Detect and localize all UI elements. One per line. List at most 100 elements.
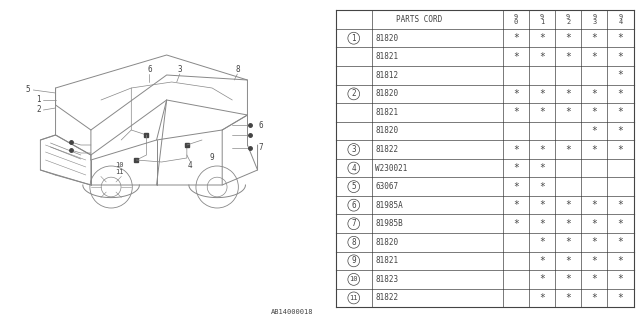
Text: *: * (618, 33, 623, 43)
Text: *: * (618, 200, 623, 210)
Text: *: * (513, 52, 518, 62)
Text: 4: 4 (351, 164, 356, 172)
Text: *: * (565, 274, 571, 284)
Text: 10: 10 (349, 276, 358, 282)
Text: 5: 5 (351, 182, 356, 191)
Text: *: * (618, 126, 623, 136)
Text: *: * (539, 52, 545, 62)
Text: 4: 4 (188, 161, 192, 170)
Text: *: * (618, 256, 623, 266)
Text: 81821: 81821 (376, 108, 399, 117)
Text: *: * (539, 108, 545, 117)
Text: *: * (565, 145, 571, 155)
Text: 6: 6 (259, 121, 263, 130)
Text: *: * (513, 200, 518, 210)
Text: *: * (565, 33, 571, 43)
Text: *: * (565, 52, 571, 62)
Text: 1: 1 (36, 95, 41, 105)
Text: 9
3: 9 3 (592, 14, 596, 25)
Text: 9: 9 (351, 256, 356, 265)
Text: *: * (618, 145, 623, 155)
Text: *: * (618, 70, 623, 80)
Text: 81821: 81821 (376, 256, 399, 265)
Text: *: * (539, 293, 545, 303)
Text: *: * (539, 182, 545, 192)
Text: *: * (513, 89, 518, 99)
Text: 6: 6 (147, 66, 152, 75)
Text: 3: 3 (351, 145, 356, 154)
Text: 11: 11 (349, 295, 358, 301)
Text: 10: 10 (115, 162, 124, 168)
Text: *: * (513, 182, 518, 192)
Text: *: * (513, 219, 518, 229)
Text: *: * (539, 256, 545, 266)
Text: 81822: 81822 (376, 293, 399, 302)
Text: 11: 11 (115, 169, 124, 175)
Text: *: * (565, 219, 571, 229)
Text: 9
0: 9 0 (514, 14, 518, 25)
Text: 81812: 81812 (376, 71, 399, 80)
Text: *: * (618, 219, 623, 229)
Text: AB14000018: AB14000018 (271, 309, 313, 315)
Text: *: * (618, 237, 623, 247)
Text: *: * (591, 237, 597, 247)
Text: 7: 7 (259, 143, 263, 153)
Text: *: * (618, 293, 623, 303)
Text: *: * (591, 108, 597, 117)
Text: *: * (565, 89, 571, 99)
Text: *: * (513, 163, 518, 173)
Text: 9: 9 (210, 154, 214, 163)
Text: W230021: W230021 (376, 164, 408, 172)
Text: 81823: 81823 (376, 275, 399, 284)
Text: *: * (539, 145, 545, 155)
Text: *: * (513, 108, 518, 117)
Text: *: * (513, 33, 518, 43)
Text: 1: 1 (351, 34, 356, 43)
Text: 8: 8 (235, 66, 239, 75)
Text: *: * (539, 274, 545, 284)
Text: 63067: 63067 (376, 182, 399, 191)
Text: 8: 8 (351, 238, 356, 247)
Text: 9
2: 9 2 (566, 14, 570, 25)
Text: PARTS CORD: PARTS CORD (396, 15, 442, 24)
Text: 2: 2 (351, 89, 356, 98)
Text: *: * (591, 219, 597, 229)
Text: *: * (591, 200, 597, 210)
Text: 6: 6 (351, 201, 356, 210)
Text: *: * (539, 200, 545, 210)
Text: 9
1: 9 1 (540, 14, 544, 25)
Text: *: * (565, 256, 571, 266)
Text: *: * (539, 89, 545, 99)
Text: 81985A: 81985A (376, 201, 403, 210)
Text: 2: 2 (36, 106, 41, 115)
Text: *: * (539, 33, 545, 43)
Text: 81821: 81821 (376, 52, 399, 61)
Text: *: * (591, 274, 597, 284)
Text: *: * (618, 108, 623, 117)
Text: *: * (565, 108, 571, 117)
Text: *: * (539, 237, 545, 247)
Text: *: * (618, 274, 623, 284)
Text: 7: 7 (351, 219, 356, 228)
Text: 5: 5 (26, 85, 31, 94)
Text: *: * (539, 219, 545, 229)
Text: *: * (591, 89, 597, 99)
Text: 81820: 81820 (376, 238, 399, 247)
Text: *: * (565, 200, 571, 210)
Text: 81820: 81820 (376, 126, 399, 135)
Text: *: * (565, 237, 571, 247)
Text: 81822: 81822 (376, 145, 399, 154)
Text: *: * (591, 145, 597, 155)
Text: 81985B: 81985B (376, 219, 403, 228)
Text: *: * (591, 256, 597, 266)
Text: *: * (618, 52, 623, 62)
Text: *: * (539, 163, 545, 173)
Text: *: * (591, 126, 597, 136)
Text: *: * (618, 89, 623, 99)
Text: *: * (565, 293, 571, 303)
Text: *: * (591, 52, 597, 62)
Text: 9
4: 9 4 (618, 14, 623, 25)
Text: *: * (513, 145, 518, 155)
Text: 81820: 81820 (376, 34, 399, 43)
Text: *: * (591, 33, 597, 43)
